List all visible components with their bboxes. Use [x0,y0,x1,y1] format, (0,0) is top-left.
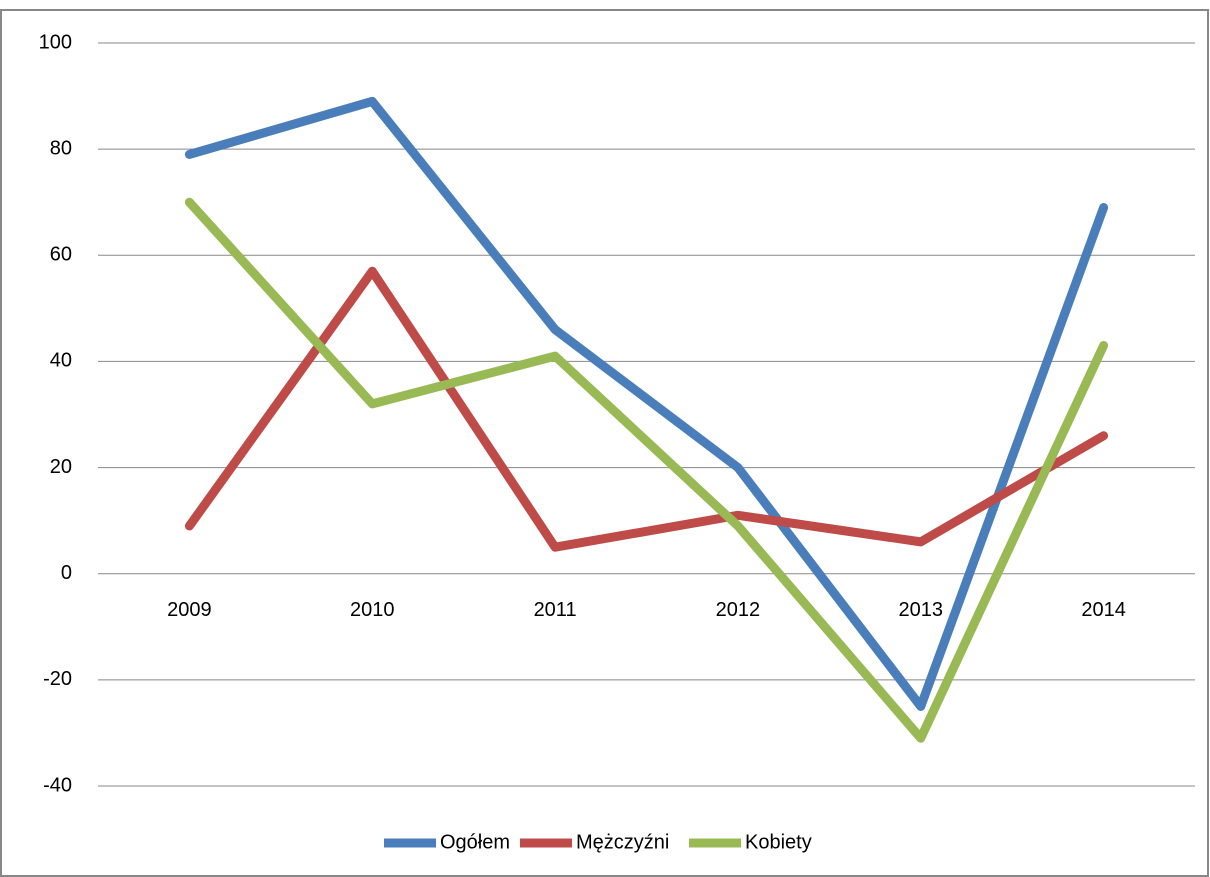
y-tick-label: 40 [50,350,72,372]
series-line [184,197,1109,743]
series-line [184,96,1109,711]
y-tick-label: 100 [39,31,72,53]
x-tick-label: 2010 [350,599,395,621]
x-tick-label: 2012 [716,599,761,621]
legend-label: Ogółem [440,831,510,853]
x-tick-label: 2011 [534,599,577,621]
series-line [184,266,1109,552]
y-tick-label: 20 [50,456,72,478]
y-tick-label: 60 [50,244,72,266]
x-tick-label: 2013 [899,599,944,621]
y-tick-label: 80 [50,137,72,159]
legend-label: Kobiety [745,831,812,853]
legend-label: Mężczyźni [576,831,669,853]
chart-frame [0,9,1209,877]
y-tick-label: -20 [43,668,72,690]
x-tick-label: 2014 [1081,599,1126,621]
y-tick-label: -40 [43,774,72,796]
x-tick-label: 2009 [167,599,212,621]
y-tick-label: 0 [61,562,72,584]
